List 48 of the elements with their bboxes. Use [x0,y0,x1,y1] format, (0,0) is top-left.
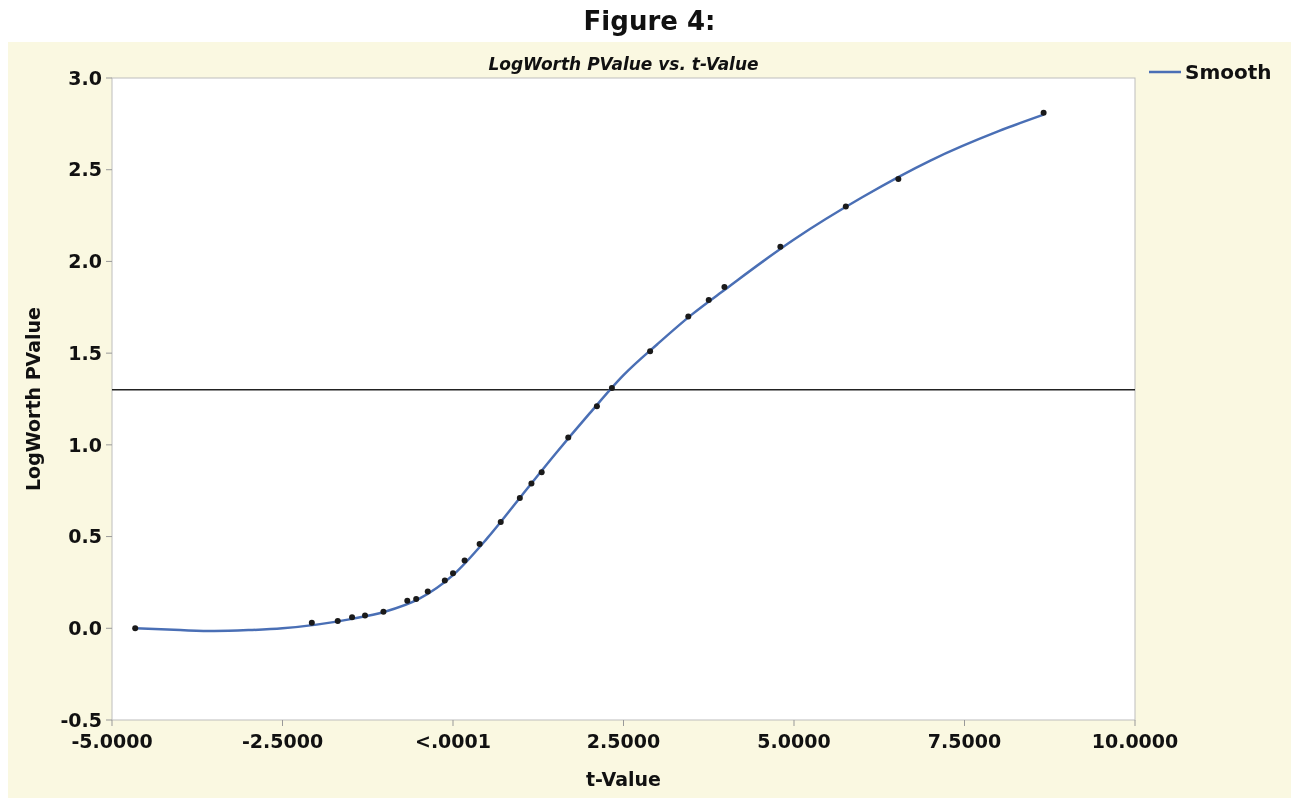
point [476,540,483,547]
x-tick-label: 7.5000 [927,730,1002,752]
point [461,557,468,564]
point [777,243,784,250]
x-tick-label: <.0001 [414,730,492,752]
x-tick-label: 2.5000 [586,730,661,752]
chart-subtitle: LogWorth PValue vs. t-Value [488,54,759,74]
x-tick-label: -2.5000 [241,730,324,752]
point [497,518,504,525]
point [424,588,431,595]
point [413,595,420,602]
legend-label: Smooth [1185,60,1272,84]
y-tick-label: -0.5 [60,708,102,731]
x-tick-label: 5.0000 [757,730,831,752]
y-tick-label: 2.0 [68,250,102,273]
point [349,614,356,621]
y-tick-label: 0.0 [68,616,102,639]
point [528,480,535,487]
point [608,384,615,391]
point [647,348,654,355]
y-axis-title: LogWorth PValue [22,306,44,492]
point [895,175,902,182]
point [593,403,600,410]
point [441,577,448,584]
point [538,469,545,476]
x-axis-title: t-Value [586,768,661,790]
chart-title: Figure 4: [583,6,716,36]
x-tick-label: -5.0000 [71,730,153,752]
point [380,608,387,615]
y-tick-label: 1.5 [68,341,102,364]
point [705,296,712,303]
y-tick-label: 0.5 [68,525,102,548]
point [334,617,341,624]
y-tick-label: 3.0 [68,66,102,89]
point [565,434,572,441]
point [842,203,849,210]
point [450,570,456,577]
x-tick-label: 10.0000 [1091,730,1179,752]
point [685,313,692,320]
point [308,619,315,626]
point [132,625,139,632]
point [404,597,411,604]
point [721,284,728,291]
y-tick-label: 2.5 [68,158,102,181]
point [1040,109,1047,116]
y-tick-label: 1.0 [68,433,102,456]
point [516,495,523,502]
point [362,612,369,619]
